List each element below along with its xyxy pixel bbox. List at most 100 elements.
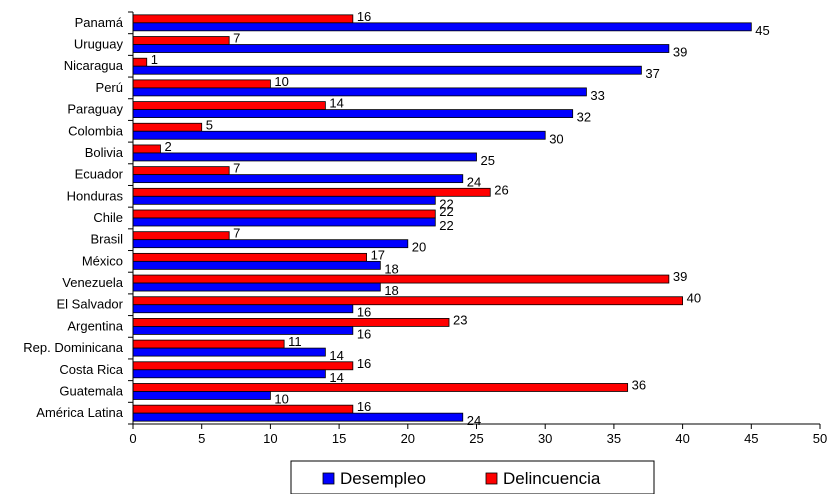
category-labels: Panamá Uruguay Nicaragua Perú Paraguay Colomb… (23, 15, 123, 420)
data-label-delincuencia: 39 (673, 269, 687, 284)
bar-desempleo (132, 282, 381, 292)
category-label: América Latina (36, 405, 123, 420)
bar-desempleo (132, 369, 326, 379)
data-label-desempleo: 16 (357, 326, 371, 341)
data-label-delincuencia: 22 (439, 204, 453, 219)
bar-desempleo (132, 217, 436, 227)
data-label-desempleo: 37 (645, 66, 659, 81)
data-label-desempleo: 18 (384, 283, 398, 298)
category-label: Argentina (67, 318, 123, 333)
data-label-delincuencia: 1 (151, 52, 158, 67)
bar-desempleo (132, 239, 409, 249)
x-tick-label: 45 (744, 431, 758, 446)
x-tick-label: 20 (401, 431, 415, 446)
data-label-delincuencia: 7 (233, 161, 240, 176)
bar-delincuencia (132, 274, 670, 284)
legend-box (290, 460, 655, 494)
bar-desempleo (132, 326, 354, 335)
category-label: Uruguay (74, 37, 124, 52)
data-label-delincuencia: 36 (632, 377, 646, 392)
data-label-desempleo: 30 (549, 131, 563, 146)
data-label-desempleo: 22 (439, 196, 453, 211)
bar-delincuencia (132, 296, 683, 306)
bar-delincuencia (132, 404, 354, 414)
data-label-delincuencia: 23 (453, 312, 467, 327)
bar-delincuencia (132, 187, 491, 197)
category-label: Bolivia (85, 145, 124, 160)
x-axis: 0 5 10 15 20 25 30 35 40 45 50 (128, 11, 827, 446)
category-label: Panamá (75, 15, 124, 30)
data-label-desempleo: 20 (412, 240, 426, 255)
x-tick-label: 35 (607, 431, 621, 446)
category-label: Paraguay (67, 102, 123, 117)
category-label: Perú (96, 80, 123, 95)
data-label-delincuencia: 17 (371, 247, 385, 262)
data-label-delincuencia: 14 (329, 96, 343, 111)
data-label-desempleo: 14 (329, 348, 343, 363)
category-label: Ecuador (75, 167, 124, 182)
data-label-desempleo: 45 (755, 23, 769, 38)
bar-delincuencia (132, 231, 230, 241)
x-tick-label: 50 (813, 431, 827, 446)
bar-delincuencia (132, 144, 161, 154)
x-tick-label: 25 (469, 431, 483, 446)
category-label: Chile (93, 210, 123, 225)
data-label-desempleo: 14 (329, 370, 343, 385)
bar-delincuencia (132, 122, 203, 132)
data-label-desempleo: 24 (467, 413, 481, 428)
data-label-desempleo: 18 (384, 261, 398, 276)
x-tick-label: 5 (198, 431, 205, 446)
legend-label-desempleo: Desempleo (340, 469, 426, 488)
data-label-delincuencia: 5 (206, 117, 213, 132)
bar-delincuencia (132, 57, 148, 67)
data-label-delincuencia: 10 (274, 74, 288, 89)
data-label-desempleo: 10 (274, 391, 288, 406)
bar-desempleo (132, 304, 354, 314)
data-label-desempleo: 32 (577, 110, 591, 125)
data-label-desempleo: 25 (481, 153, 495, 168)
bar-desempleo (132, 44, 670, 53)
bar-desempleo (132, 65, 642, 75)
bar-desempleo (132, 130, 546, 140)
bar-desempleo (132, 152, 477, 162)
bars-layer: 1645739137103314325302257242622222272017… (132, 9, 770, 428)
bar-desempleo (132, 22, 752, 32)
category-label: Brasil (90, 232, 123, 247)
category-label: Honduras (67, 188, 124, 203)
bar-delincuencia (132, 79, 271, 89)
data-label-delincuencia: 40 (687, 291, 701, 306)
bar-desempleo (132, 195, 436, 205)
category-label: Nicaragua (64, 58, 124, 73)
bar-desempleo (132, 412, 464, 422)
data-label-delincuencia: 7 (233, 31, 240, 46)
category-label: Guatemala (59, 383, 123, 398)
data-label-desempleo: 24 (467, 175, 481, 190)
bar-delincuencia (132, 339, 285, 349)
data-label-delincuencia: 26 (494, 182, 508, 197)
category-label: El Salvador (57, 297, 124, 312)
x-tick-label: 15 (332, 431, 346, 446)
bar-desempleo (132, 87, 587, 97)
data-label-delincuencia: 16 (357, 399, 371, 414)
x-tick-label: 10 (263, 431, 277, 446)
legend-swatch-desempleo (322, 472, 335, 485)
category-label: Costa Rica (59, 362, 123, 377)
data-label-delincuencia: 2 (164, 139, 171, 154)
bar-desempleo (132, 347, 326, 357)
category-label: México (82, 253, 123, 268)
legend-swatch-delincuencia (485, 472, 498, 485)
bar-desempleo (132, 174, 464, 184)
bar-delincuencia (132, 318, 450, 327)
data-label-desempleo: 16 (357, 305, 371, 320)
data-label-delincuencia: 16 (357, 356, 371, 371)
bar-delincuencia (132, 101, 326, 110)
x-tick-label: 40 (675, 431, 689, 446)
bar-delincuencia (132, 252, 367, 262)
data-label-delincuencia: 7 (233, 226, 240, 241)
data-label-desempleo: 39 (673, 45, 687, 60)
bar-delincuencia (132, 209, 436, 219)
bar-delincuencia (132, 166, 230, 176)
bar-delincuencia (132, 383, 629, 392)
bar-desempleo (132, 109, 574, 118)
